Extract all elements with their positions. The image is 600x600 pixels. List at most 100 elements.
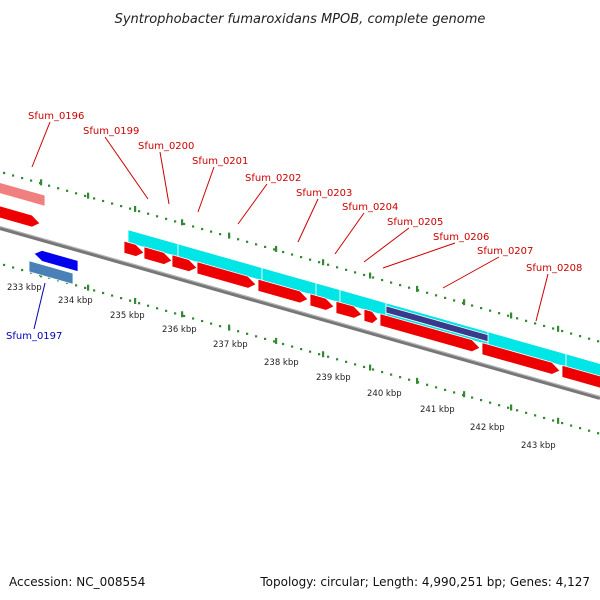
reverse-cds-arrow xyxy=(33,249,79,273)
gc-dot xyxy=(489,309,492,312)
gc-dot xyxy=(165,309,168,312)
gc-dot xyxy=(390,373,393,376)
gene-label-forward: Sfum_0200 xyxy=(138,141,194,152)
gc-dot xyxy=(12,266,15,269)
gc-tick xyxy=(416,377,419,384)
gc-dot xyxy=(219,325,222,328)
gc-dot xyxy=(291,253,294,256)
forward-gene-sfum-0196 xyxy=(0,182,46,207)
forward-cds-arrow xyxy=(309,293,335,311)
gc-dot xyxy=(552,327,555,330)
gc-tick xyxy=(557,417,560,424)
gene-label-forward: Sfum_0208 xyxy=(526,263,582,274)
gc-dot xyxy=(138,210,141,213)
gc-dot xyxy=(570,424,573,427)
scale-tick-label: 237 kbp xyxy=(213,340,248,350)
gc-dot xyxy=(516,317,519,320)
gc-dot xyxy=(282,342,285,346)
gc-dot xyxy=(21,268,24,272)
gene-label-reverse: Sfum_0197 xyxy=(6,331,62,342)
gc-dot xyxy=(84,286,87,289)
gc-dot xyxy=(525,319,528,322)
gc-dot xyxy=(363,273,366,277)
scale-tick-label: 238 kbp xyxy=(264,358,299,368)
forward-cds-arrow xyxy=(143,246,173,265)
gc-tick xyxy=(40,179,43,186)
gc-dot xyxy=(471,304,474,307)
gc-dot xyxy=(12,174,15,177)
gc-dot xyxy=(471,396,474,399)
gc-dot xyxy=(543,324,546,328)
gc-dot xyxy=(597,340,600,343)
gc-dot xyxy=(156,307,159,310)
gc-dot xyxy=(192,225,195,228)
gene-label-leader xyxy=(334,212,365,255)
gc-dots-upper xyxy=(3,171,600,343)
gc-dot xyxy=(246,332,249,335)
gc-dot xyxy=(102,291,105,295)
gc-dot xyxy=(192,317,195,320)
gc-dot xyxy=(255,335,258,338)
gc-dot xyxy=(408,378,411,381)
gc-dot xyxy=(399,376,402,379)
gene-label-forward: Sfum_0202 xyxy=(245,173,301,184)
gene-label-leader xyxy=(159,151,170,205)
gc-dot xyxy=(579,335,582,338)
gc-dot xyxy=(3,171,6,175)
gc-dot xyxy=(489,401,492,404)
gc-tick xyxy=(322,351,325,358)
gc-tick xyxy=(181,219,184,226)
reverse-gene-sfum-0197 xyxy=(28,260,74,285)
gc-dot xyxy=(255,243,258,246)
forward-cds-arrow xyxy=(257,278,309,304)
genome-summary-text: Topology: circular; Length: 4,990,251 bp… xyxy=(259,575,590,589)
gene-label-leader xyxy=(363,227,410,263)
gc-dot xyxy=(480,307,483,310)
forward-cds-arrow xyxy=(481,342,561,375)
gc-dot xyxy=(84,194,87,197)
gc-dot xyxy=(570,332,573,335)
gc-dot xyxy=(237,330,240,333)
forward-gene xyxy=(565,353,600,377)
gc-dot xyxy=(426,291,429,294)
gc-dot xyxy=(48,184,51,187)
gc-dot xyxy=(516,409,519,412)
gc-dot xyxy=(264,245,267,248)
gc-tick xyxy=(369,272,372,279)
gene-label-forward: Sfum_0206 xyxy=(433,232,489,243)
gc-tick xyxy=(87,284,90,291)
gc-dot xyxy=(543,416,546,420)
gene-label-forward: Sfum_0204 xyxy=(342,202,398,213)
gc-dot xyxy=(579,427,582,430)
gc-dot xyxy=(174,220,177,223)
gc-dot xyxy=(237,238,240,241)
forward-cds-arrow xyxy=(561,364,600,389)
gc-dot xyxy=(363,365,366,369)
gc-dot xyxy=(120,205,123,208)
gene-label-leader xyxy=(382,242,456,269)
gc-dot xyxy=(120,297,123,300)
gc-dot xyxy=(183,314,186,318)
gc-dot xyxy=(147,304,150,307)
gc-dot xyxy=(273,248,276,251)
gc-dot xyxy=(273,340,276,343)
gc-dot xyxy=(246,240,249,243)
gc-dot xyxy=(75,284,78,287)
gene-label-leader xyxy=(237,183,268,225)
map-title: Syntrophobacter fumaroxidans MPOB, compl… xyxy=(115,12,486,27)
scale-tick-label: 239 kbp xyxy=(316,373,351,383)
gc-dot xyxy=(588,337,591,340)
forward-cds-arrow xyxy=(123,240,145,257)
gc-dot xyxy=(309,258,312,261)
gene-label-forward: Sfum_0201 xyxy=(192,156,248,167)
gene-label-forward: Sfum_0203 xyxy=(296,188,352,199)
gc-dot xyxy=(309,350,312,353)
gc-dot xyxy=(552,419,555,422)
gc-dot xyxy=(453,391,456,394)
gc-dot xyxy=(93,289,96,292)
gene-label-forward: Sfum_0199 xyxy=(83,126,139,137)
scale-tick-label: 241 kbp xyxy=(420,405,455,415)
gene-label-leader xyxy=(33,282,46,330)
forward-cds-arrow xyxy=(196,261,257,289)
